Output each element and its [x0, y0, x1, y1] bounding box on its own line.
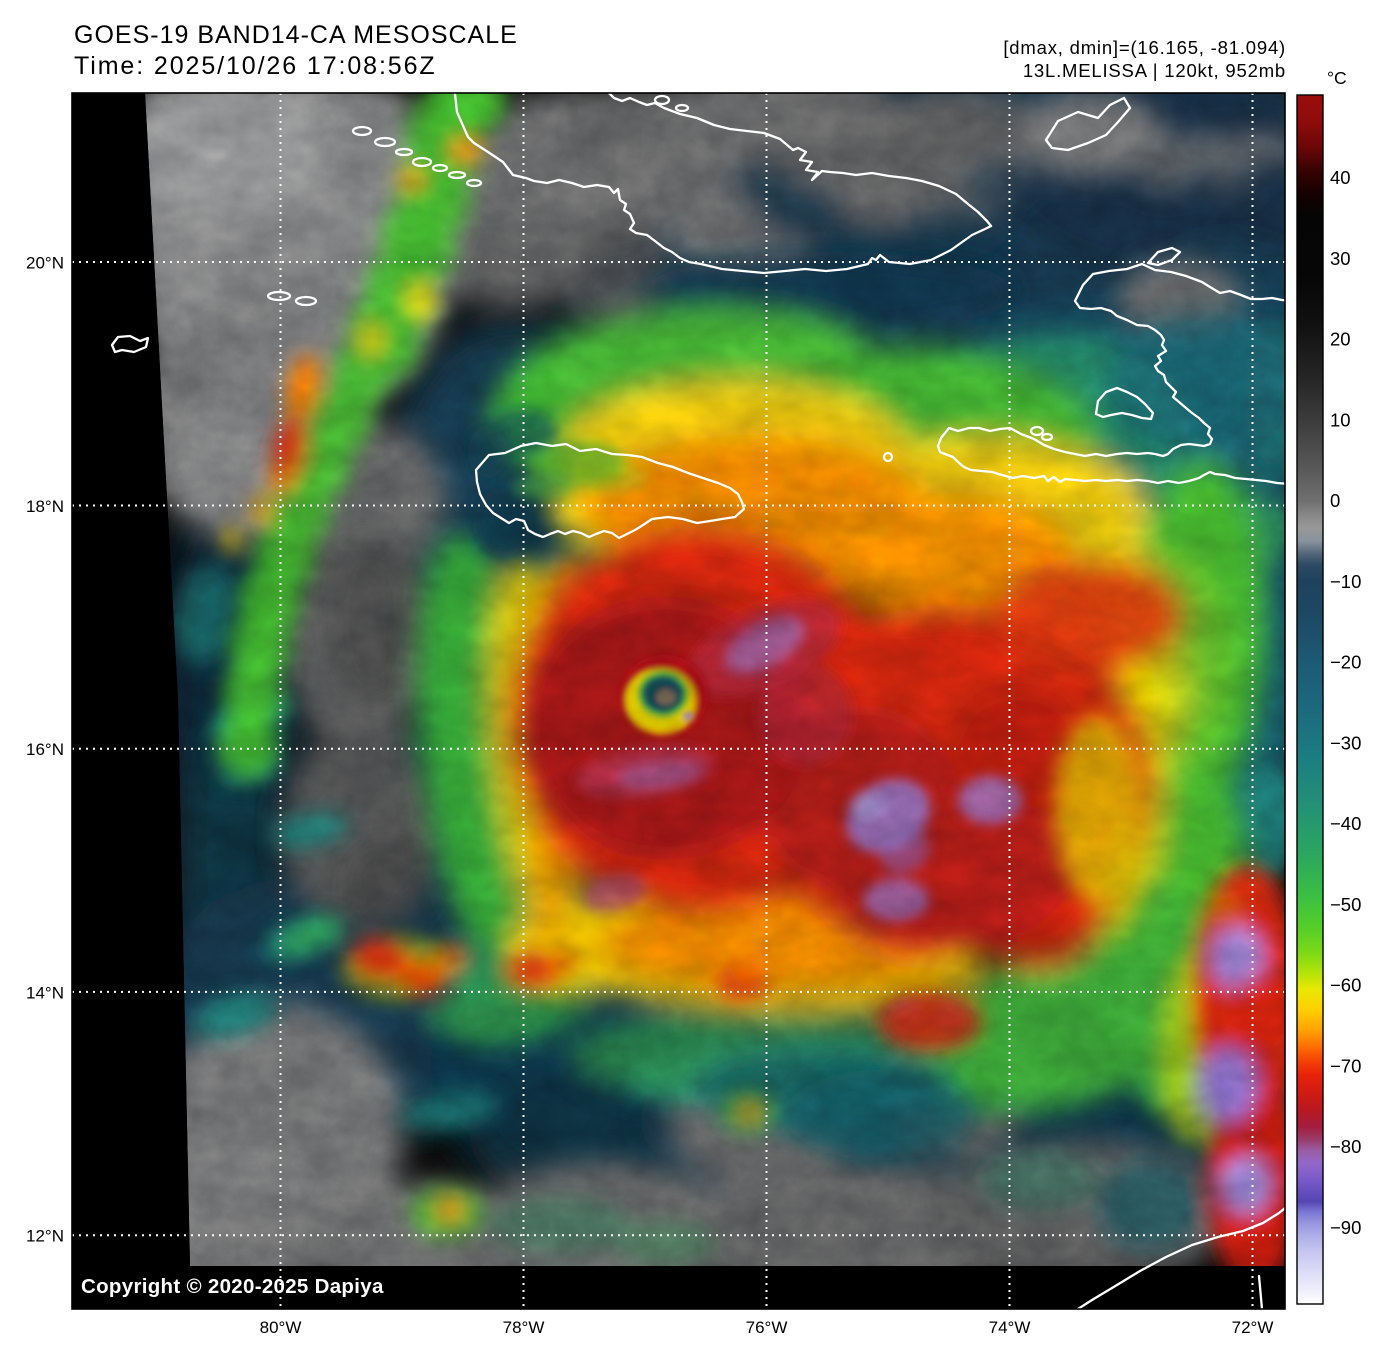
svg-text:0: 0 — [1330, 490, 1340, 511]
svg-text:−20: −20 — [1330, 652, 1361, 673]
svg-text:[dmax, dmin]=(16.165, -81.094): [dmax, dmin]=(16.165, -81.094) — [1003, 37, 1286, 58]
svg-text:76°W: 76°W — [746, 1318, 788, 1337]
svg-text:20°N: 20°N — [26, 254, 64, 273]
svg-text:−30: −30 — [1330, 732, 1361, 753]
svg-text:13L.MELISSA | 120kt, 952mb: 13L.MELISSA | 120kt, 952mb — [1023, 60, 1286, 81]
svg-text:°C: °C — [1327, 68, 1347, 88]
svg-text:30: 30 — [1330, 248, 1351, 269]
svg-text:40: 40 — [1330, 167, 1351, 188]
svg-text:18°N: 18°N — [26, 497, 64, 516]
svg-text:16°N: 16°N — [26, 740, 64, 759]
svg-text:−60: −60 — [1330, 975, 1361, 996]
svg-text:−70: −70 — [1330, 1056, 1361, 1077]
svg-text:−50: −50 — [1330, 894, 1361, 915]
svg-text:Time: 2025/10/26 17:08:56Z: Time: 2025/10/26 17:08:56Z — [74, 52, 437, 80]
svg-text:−40: −40 — [1330, 813, 1361, 834]
svg-text:−10: −10 — [1330, 571, 1361, 592]
svg-text:Copyright © 2020-2025 Dapiya: Copyright © 2020-2025 Dapiya — [81, 1275, 384, 1298]
svg-text:12°N: 12°N — [26, 1227, 64, 1246]
svg-text:78°W: 78°W — [503, 1318, 545, 1337]
svg-text:GOES-19 BAND14-CA MESOSCALE: GOES-19 BAND14-CA MESOSCALE — [74, 21, 518, 49]
svg-text:20: 20 — [1330, 329, 1351, 350]
svg-text:74°W: 74°W — [989, 1318, 1031, 1337]
svg-text:72°W: 72°W — [1232, 1318, 1274, 1337]
svg-text:14°N: 14°N — [26, 983, 64, 1002]
svg-text:80°W: 80°W — [260, 1318, 302, 1337]
svg-text:10: 10 — [1330, 409, 1351, 430]
svg-text:−90: −90 — [1330, 1217, 1361, 1238]
svg-text:−80: −80 — [1330, 1136, 1361, 1157]
